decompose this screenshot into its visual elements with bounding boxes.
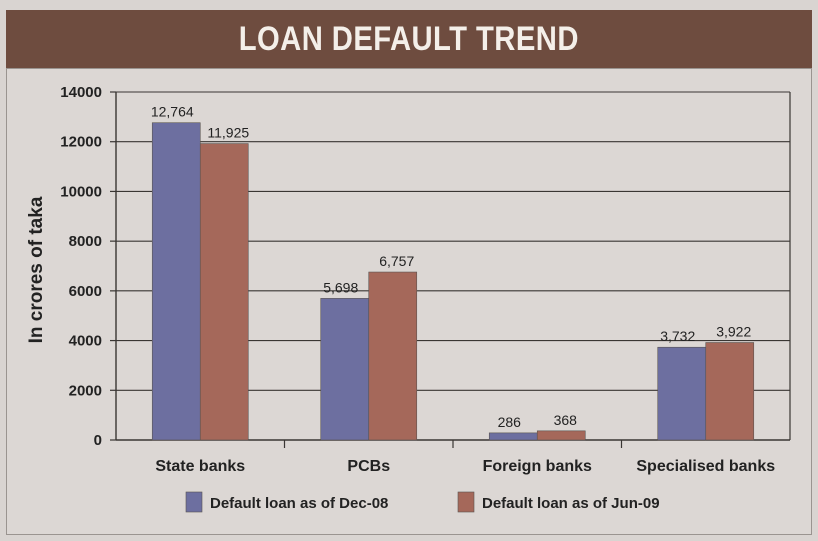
title-bar: LOAN DEFAULT TREND [6, 10, 812, 68]
y-tick-label-6000: 6000 [69, 283, 102, 300]
data-label-0-0: 12,764 [151, 104, 194, 120]
data-label-0-3: 3,732 [660, 328, 695, 344]
bar-1-2 [536, 430, 586, 441]
y-tick-label-10000: 10000 [60, 183, 102, 200]
data-label-1-1: 6,757 [379, 253, 414, 269]
data-label-1-3: 3,922 [716, 324, 751, 340]
bar-0-0 [151, 122, 201, 441]
chart-title: LOAN DEFAULT TREND [238, 19, 580, 58]
y-tick-label-0: 0 [94, 432, 102, 449]
x-tick-label-0: State banks [155, 458, 245, 475]
bar-0-1 [320, 298, 370, 441]
y-tick-label-12000: 12000 [60, 134, 102, 151]
bar-1-1 [368, 271, 418, 441]
legend-swatch-1 [457, 491, 475, 513]
bar-1-0 [199, 143, 249, 441]
y-axis-label: In crores of taka [26, 196, 47, 343]
y-tick-label-14000: 14000 [60, 84, 102, 101]
x-tick-label-2: Foreign banks [483, 458, 592, 475]
bar-0-3 [657, 346, 707, 441]
data-label-1-0: 11,925 [207, 125, 249, 141]
legend-swatch-0 [185, 491, 203, 513]
data-label-0-1: 5,698 [323, 279, 358, 295]
y-tick-label-2000: 2000 [69, 382, 102, 399]
data-label-1-2: 368 [554, 412, 578, 428]
x-tick-label-1: PCBs [347, 458, 390, 475]
legend-label-0: Default loan as of Dec-08 [210, 495, 388, 512]
bar-1-3 [705, 342, 755, 441]
y-tick-label-4000: 4000 [69, 333, 102, 350]
legend-label-1: Default loan as of Jun-09 [482, 495, 660, 512]
x-tick-label-3: Specialised banks [636, 458, 775, 475]
data-label-0-2: 286 [498, 414, 522, 430]
bar-0-2 [488, 432, 538, 441]
y-tick-label-8000: 8000 [69, 233, 102, 250]
